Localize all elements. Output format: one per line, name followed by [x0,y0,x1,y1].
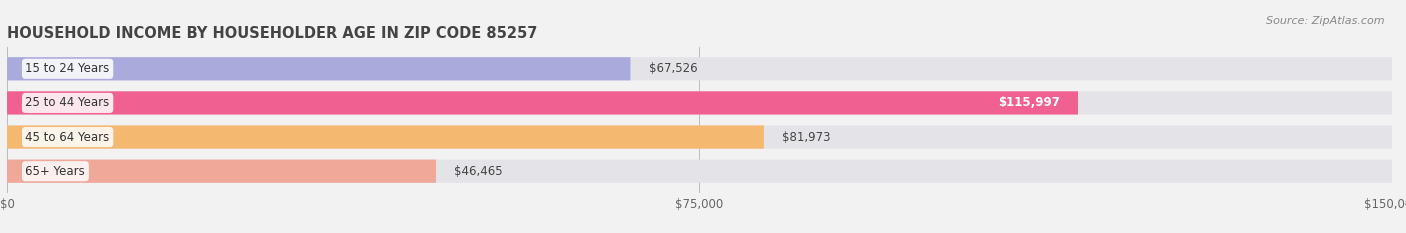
FancyBboxPatch shape [7,91,1392,115]
Text: HOUSEHOLD INCOME BY HOUSEHOLDER AGE IN ZIP CODE 85257: HOUSEHOLD INCOME BY HOUSEHOLDER AGE IN Z… [7,26,537,41]
FancyBboxPatch shape [7,125,763,149]
Text: 65+ Years: 65+ Years [25,165,86,178]
Text: 45 to 64 Years: 45 to 64 Years [25,130,110,144]
FancyBboxPatch shape [7,125,1392,149]
FancyBboxPatch shape [7,57,1392,80]
Text: $115,997: $115,997 [998,96,1060,110]
Text: $81,973: $81,973 [782,130,831,144]
FancyBboxPatch shape [7,91,1078,115]
Text: Source: ZipAtlas.com: Source: ZipAtlas.com [1267,16,1385,26]
FancyBboxPatch shape [7,57,630,80]
FancyBboxPatch shape [7,160,1392,183]
Text: $67,526: $67,526 [650,62,697,75]
Text: 15 to 24 Years: 15 to 24 Years [25,62,110,75]
Text: 25 to 44 Years: 25 to 44 Years [25,96,110,110]
Text: $46,465: $46,465 [454,165,503,178]
FancyBboxPatch shape [7,160,436,183]
